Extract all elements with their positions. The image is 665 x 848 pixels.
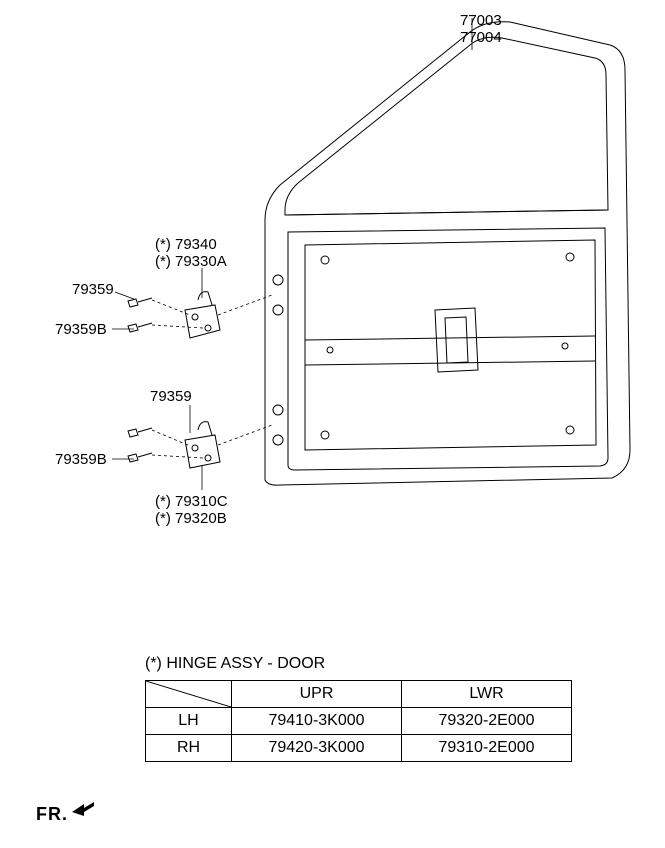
callout-79359B-upper: 79359B: [55, 321, 107, 338]
table-corner-cell: [146, 681, 232, 708]
row-label-lh: LH: [146, 708, 232, 735]
asterisk-icon: (*): [155, 253, 171, 270]
exploded-diagram: [40, 10, 640, 550]
part-79320B: 79320B: [175, 510, 227, 527]
hinge-assy-table: UPR LWR LH 79410-3K000 79320-2E000 RH 79…: [145, 680, 572, 762]
table-header-row: UPR LWR: [146, 681, 572, 708]
part-79340: 79340: [175, 236, 217, 253]
table-title: (*) HINGE ASSY - DOOR: [145, 655, 325, 673]
table-row: LH 79410-3K000 79320-2E000: [146, 708, 572, 735]
table-row: RH 79420-3K000 79310-2E000: [146, 735, 572, 762]
part-79359B: 79359B: [55, 451, 107, 468]
table-title-text: HINGE ASSY - DOOR: [166, 655, 325, 672]
part-79359: 79359: [150, 388, 192, 405]
part-79359B: 79359B: [55, 321, 107, 338]
col-upr: UPR: [232, 681, 402, 708]
part-77003: 77003: [460, 12, 502, 29]
row-label-rh: RH: [146, 735, 232, 762]
cell-lh-lwr: 79320-2E000: [402, 708, 572, 735]
part-77004: 77004: [460, 29, 502, 46]
callout-79359-lower: 79359: [150, 388, 192, 405]
asterisk-icon: (*): [155, 236, 171, 253]
callout-79310C: (*) 79310C (*) 79320B: [155, 493, 228, 527]
callout-79359-upper: 79359: [72, 281, 114, 298]
fr-label: FR.: [36, 804, 68, 825]
part-79359: 79359: [72, 281, 114, 298]
cell-rh-lwr: 79310-2E000: [402, 735, 572, 762]
cell-lh-upr: 79410-3K000: [232, 708, 402, 735]
asterisk-icon: (*): [155, 493, 171, 510]
col-lwr: LWR: [402, 681, 572, 708]
callout-77003: 77003 77004: [460, 12, 502, 46]
fr-arrow-icon: [70, 798, 96, 818]
callout-79359B-lower: 79359B: [55, 451, 107, 468]
part-79310C: 79310C: [175, 493, 228, 510]
asterisk-icon: (*): [145, 655, 162, 672]
part-79330A: 79330A: [175, 253, 227, 270]
asterisk-icon: (*): [155, 510, 171, 527]
callout-79340: (*) 79340 (*) 79330A: [155, 236, 227, 270]
cell-rh-upr: 79420-3K000: [232, 735, 402, 762]
